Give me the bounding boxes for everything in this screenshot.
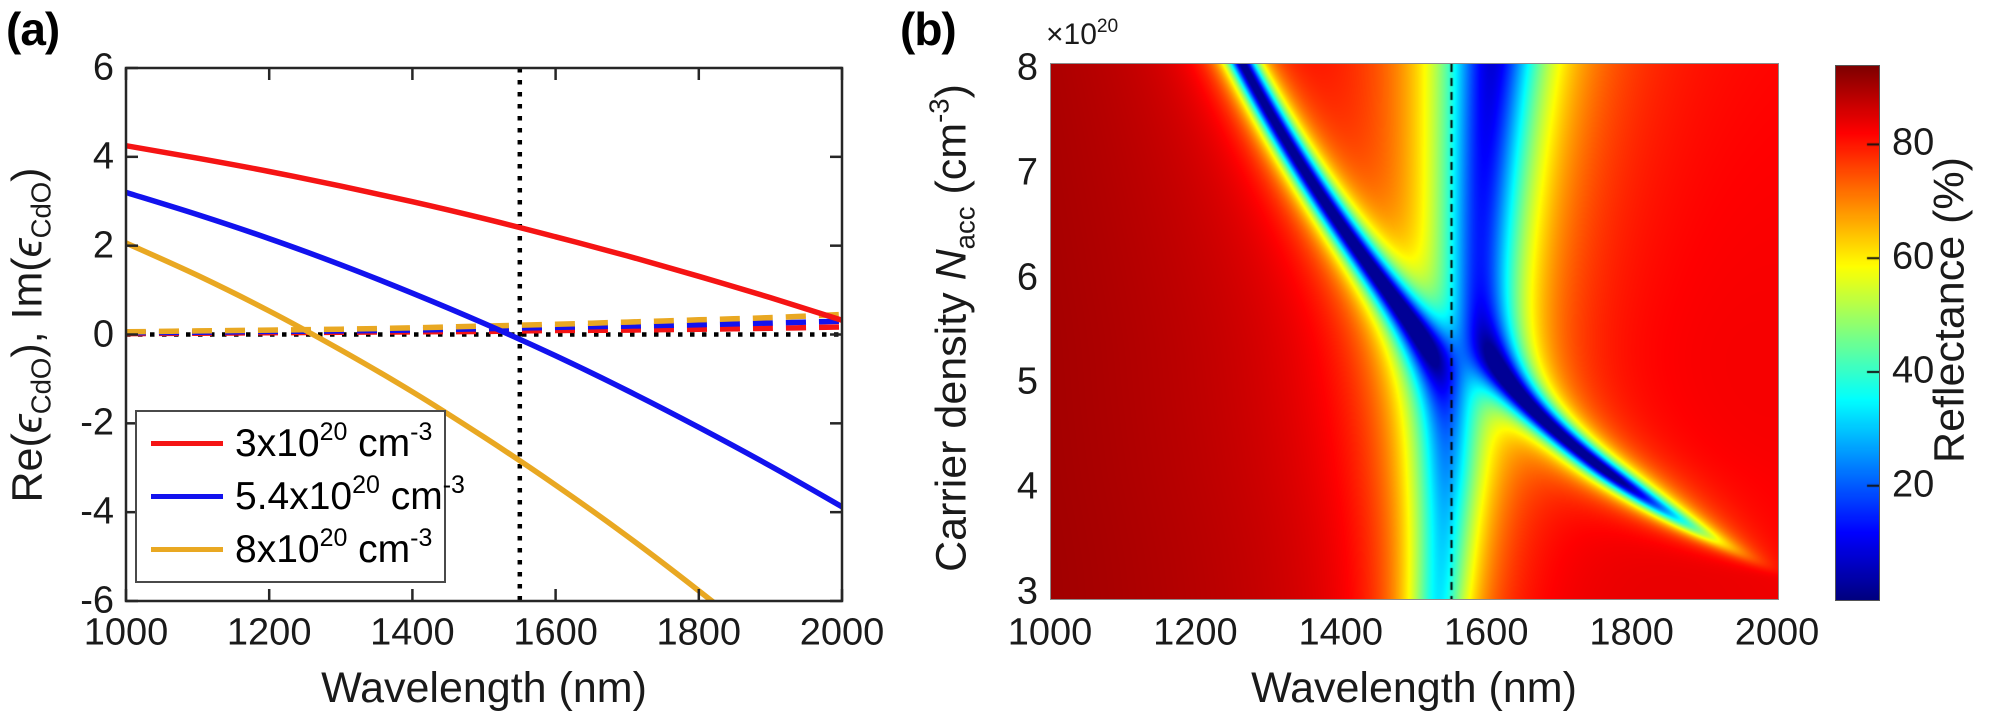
legend-line-orange <box>151 547 223 552</box>
legend-line-red <box>151 441 223 446</box>
tick-label: 2 <box>92 224 114 267</box>
reflectance-heatmap <box>1050 63 1779 600</box>
tick-label: -6 <box>80 579 114 622</box>
panel-b-y-exponent: ×1020 <box>1046 16 1119 51</box>
tick-label: -4 <box>80 490 114 533</box>
panel-a-xlabel: Wavelength (nm) <box>321 664 647 712</box>
legend-item-8e20: 8x1020 cm-3 <box>137 523 444 576</box>
panel-a-label: (a) <box>6 3 60 55</box>
legend-label-8e20: 8x1020 cm-3 <box>235 524 433 571</box>
tick-label: 1600 <box>1443 611 1529 654</box>
tick-label: -2 <box>80 401 114 444</box>
tick-label: 4 <box>92 135 114 178</box>
tick-label: 20 <box>1892 463 1935 506</box>
tick-label: 1600 <box>513 611 598 654</box>
tick-label: 1000 <box>1007 611 1093 654</box>
panel-b-ylabel: Carrier density Nacc (cm-3) <box>923 84 981 572</box>
tick-label: 1200 <box>1153 611 1238 654</box>
legend-label-3e20: 3x1020 cm-3 <box>235 418 433 465</box>
tick-label: 6 <box>1016 256 1038 299</box>
panel-b-xlabel: Wavelength (nm) <box>1251 664 1577 712</box>
tick-label: 40 <box>1892 349 1935 392</box>
panel-b-label: (b) <box>900 3 957 55</box>
tick-label: 0 <box>92 313 114 355</box>
legend-label-5p4e20: 5.4x1020 cm-3 <box>235 471 465 518</box>
tick-label: 1000 <box>83 611 169 654</box>
tick-label: 2000 <box>1734 611 1820 654</box>
colorbar-label: Reflectance (%) <box>1925 157 1974 463</box>
tick-label: 7 <box>1016 151 1038 194</box>
legend-item-5p4e20: 5.4x1020 cm-3 <box>137 470 465 523</box>
tick-label: 1400 <box>370 611 455 654</box>
tick-label: 6 <box>92 46 114 89</box>
tick-label: 2000 <box>799 611 885 654</box>
tick-label: 3 <box>1016 570 1038 613</box>
legend-item-3e20: 3x1020 cm-3 <box>137 417 444 470</box>
panel-a-ylabel: Re(ϵCdO), Im(ϵCdO) <box>3 167 57 503</box>
colorbar <box>1835 65 1880 601</box>
tick-label: 1800 <box>1589 611 1674 654</box>
legend-line-blue <box>151 494 223 499</box>
tick-label: 1800 <box>656 611 742 654</box>
tick-label: 80 <box>1892 121 1935 164</box>
tick-label: 8 <box>1016 46 1038 89</box>
tick-label: 1400 <box>1298 611 1384 654</box>
tick-label: 5 <box>1016 360 1038 403</box>
tick-label: 60 <box>1892 235 1935 278</box>
legend: 3x1020 cm-3 5.4x1020 cm-3 8x1020 cm-3 <box>135 410 465 583</box>
tick-label: 4 <box>1016 465 1038 508</box>
tick-label: 1200 <box>226 611 312 654</box>
